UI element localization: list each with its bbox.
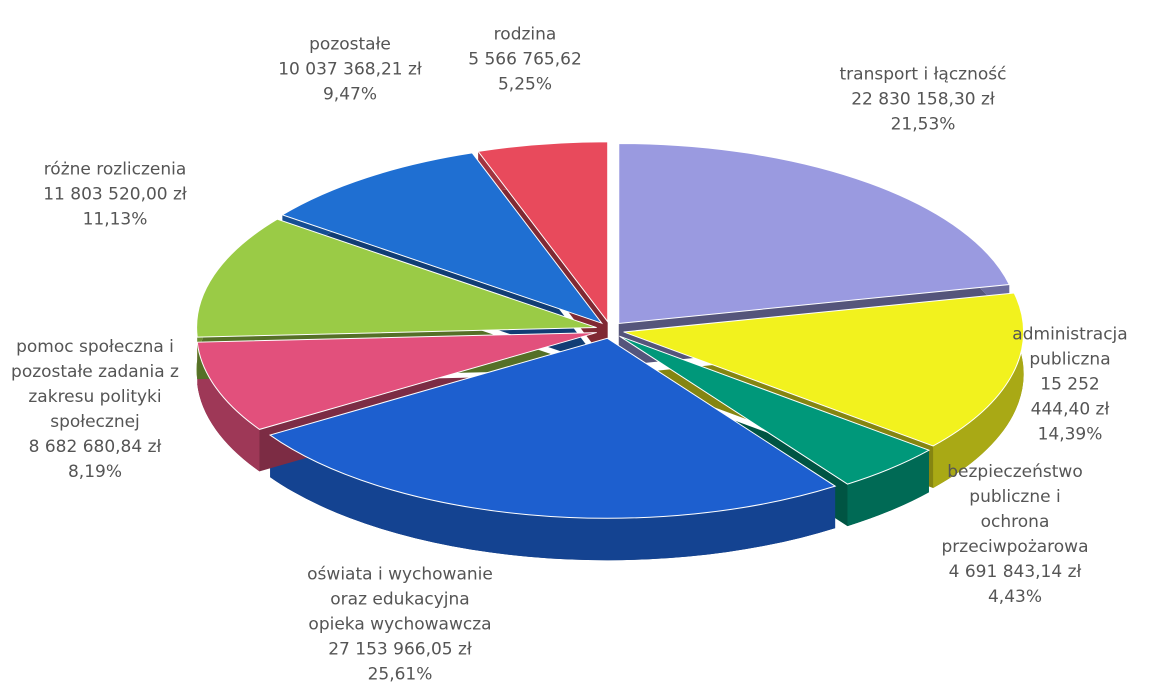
percent-label: 21,53%: [890, 114, 956, 135]
category-label: bezpieczeństwo publiczne i ochrona przec…: [941, 462, 1089, 557]
slice-side: [933, 293, 1024, 488]
percent-label: 4,43%: [987, 587, 1043, 607]
category-label: transport i łączność: [839, 64, 1007, 85]
amount-label: 27 153 966,05 zł: [328, 639, 472, 660]
amount-label: 5 566 765,62: [468, 49, 582, 70]
slice: [196, 332, 597, 430]
category-label: pozostałe: [309, 34, 391, 55]
category-label: rodzina: [493, 24, 557, 45]
percent-label: 5,25%: [497, 74, 552, 95]
slice-side: [197, 342, 260, 472]
slice: [196, 218, 597, 338]
percent-label: 14,39%: [1037, 424, 1103, 445]
percent-label: 8,19%: [67, 462, 123, 482]
amount-label: 4 691 843,14 zł: [948, 562, 1082, 582]
slice: [268, 337, 837, 519]
slice: [619, 335, 931, 485]
category-label: pomoc społeczna i pozostałe zadania z za…: [11, 337, 179, 432]
slice-side: [270, 435, 836, 561]
slice-label: bezpieczeństwo publiczne i ochrona przec…: [941, 460, 1088, 610]
amount-label: 22 830 158,30 zł: [851, 89, 995, 110]
amount-label: 8 682 680,84 zł: [28, 437, 162, 457]
category-label: oświata i wychowanie oraz edukacyjna opi…: [307, 564, 493, 635]
slice-label: pozostałe 10 037 368,21 zł 9,47%: [278, 33, 422, 108]
slice: [281, 152, 604, 325]
slice: [618, 142, 1011, 325]
slice-label: transport i łączność 22 830 158,30 zł 21,5…: [840, 63, 1007, 138]
slice-label: administracja publiczna 15 252 444,40 zł 1…: [1012, 323, 1127, 448]
slice: [477, 141, 609, 324]
slice-label: pomoc społeczna i pozostałe zadania z za…: [11, 335, 179, 485]
amount-label: 10 037 368,21 zł: [278, 59, 422, 80]
percent-label: 25,61%: [367, 664, 433, 685]
amount-label: 11 803 520,00 zł: [43, 184, 187, 205]
category-label: administracja publiczna: [1012, 324, 1128, 370]
slice-label: oświata i wychowanie oraz edukacyjna opi…: [307, 563, 493, 688]
percent-label: 11,13%: [82, 209, 148, 230]
amount-label: 15 252 444,40 zł: [1030, 374, 1110, 420]
percent-label: 9,47%: [322, 84, 377, 105]
slice: [623, 292, 1025, 447]
slice-label: rodzina 5 566 765,62 5,25%: [468, 23, 582, 98]
slice-side: [847, 450, 929, 527]
slice-label: różne rozliczenia 11 803 520,00 zł 11,13%: [43, 158, 187, 233]
category-label: różne rozliczenia: [43, 159, 187, 180]
